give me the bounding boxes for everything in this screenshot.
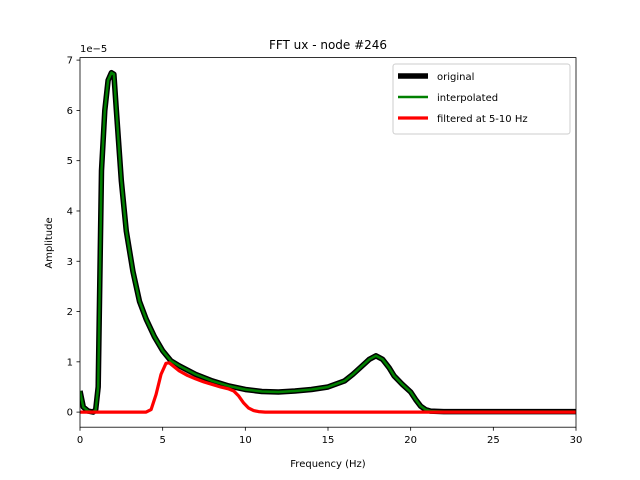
legend: original interpolated filtered at 5-10 Hz [392,63,571,135]
x-tick-label: 15 [322,435,335,446]
y-offset-text: 1e−5 [80,44,107,55]
y-tick-label: 1 [67,357,73,368]
legend-label: filtered at 5-10 Hz [437,114,528,125]
legend-frame [392,63,571,135]
series-lines [80,69,576,415]
y-tick-label: 0 [67,408,73,419]
y-tick-label: 5 [67,156,73,167]
axis-ticks: 0 5 10 15 20 25 30 0 1 2 3 4 5 6 7 [67,56,583,447]
x-tick-label: 0 [77,435,83,446]
x-axis-label: Frequency (Hz) [290,459,366,470]
y-tick-label: 7 [67,56,73,67]
series-line-filtered-at-5-10-hz [80,361,576,414]
y-tick-label: 3 [67,257,73,268]
y-tick-label: 2 [67,307,73,318]
y-tick-label: 4 [67,206,73,217]
y-axis-label: Amplitude [44,217,55,268]
x-tick-label: 30 [570,435,583,446]
y-tick-label: 6 [67,106,73,117]
x-tick-label: 10 [239,435,252,446]
x-tick-label: 20 [404,435,417,446]
legend-label: interpolated [437,93,498,104]
x-tick-label: 25 [487,435,500,446]
x-tick-label: 5 [159,435,165,446]
legend-label: original [437,72,474,83]
chart-title: FFT ux - node #246 [269,38,387,52]
series-line-interpolated [80,71,576,414]
